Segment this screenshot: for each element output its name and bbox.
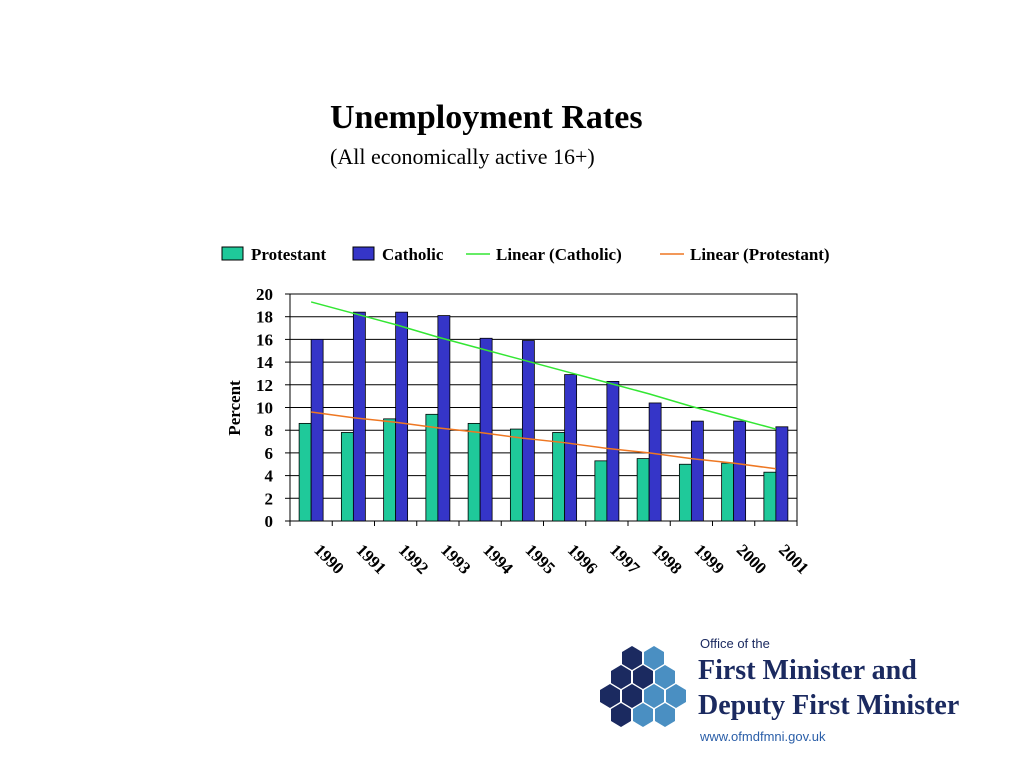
- bar: [690, 420, 704, 522]
- x-tick-label: 1995: [522, 540, 559, 577]
- bar: [395, 311, 409, 522]
- bar: [298, 422, 312, 522]
- bar: [352, 311, 366, 522]
- y-tick-label: 14: [256, 353, 274, 372]
- bar: [648, 402, 662, 522]
- y-tick-label: 16: [256, 330, 273, 349]
- y-tick-label: 4: [265, 467, 274, 486]
- bar: [340, 432, 354, 522]
- x-tick-label: 1999: [691, 540, 728, 577]
- bar: [636, 458, 650, 522]
- y-tick-label: 18: [256, 308, 273, 327]
- x-tick-label: 1992: [395, 540, 432, 577]
- bar: [733, 420, 747, 522]
- x-tick-label: 1998: [648, 540, 685, 577]
- legend-label: Linear (Protestant): [690, 245, 830, 264]
- chart-subtitle: (All economically active 16+): [330, 144, 595, 169]
- bar: [310, 338, 324, 522]
- logo-text: Office of the: [700, 636, 770, 651]
- x-tick-label: 1994: [479, 540, 517, 578]
- legend-label: Linear (Catholic): [496, 245, 622, 264]
- bar: [552, 432, 566, 522]
- legend-swatch: [221, 246, 244, 261]
- logo-text: First Minister and: [698, 655, 917, 686]
- bar: [467, 422, 481, 522]
- bar: [509, 428, 523, 522]
- logo-url: www.ofmdfmni.gov.uk: [699, 729, 826, 744]
- bar: [678, 463, 692, 522]
- x-tick-label: 1990: [310, 540, 347, 577]
- x-tick-label: 1991: [353, 540, 390, 577]
- y-tick-label: 12: [256, 376, 273, 395]
- x-tick-label: 2001: [775, 540, 812, 577]
- y-tick-label: 8: [265, 421, 274, 440]
- logo-mark: [600, 646, 686, 727]
- bar: [721, 462, 735, 522]
- x-tick-label: 1993: [437, 540, 474, 577]
- bar: [775, 426, 789, 522]
- bar: [594, 460, 608, 522]
- y-tick-label: 2: [265, 489, 274, 508]
- bar: [763, 471, 777, 522]
- x-tick-label: 1996: [564, 540, 601, 577]
- chart-title: Unemployment Rates: [330, 99, 643, 136]
- y-tick-label: 20: [256, 285, 273, 304]
- x-tick-label: 1997: [606, 540, 644, 578]
- bar: [479, 337, 493, 522]
- y-tick-label: 10: [256, 399, 273, 418]
- bar: [606, 380, 620, 522]
- y-tick-label: 0: [265, 512, 274, 531]
- legend-label: Protestant: [251, 245, 327, 264]
- bar: [521, 340, 535, 522]
- bar: [425, 413, 439, 522]
- legend-swatch: [352, 246, 375, 261]
- trend-line: [311, 411, 776, 470]
- bar: [437, 315, 451, 522]
- bar: [564, 374, 578, 522]
- legend-label: Catholic: [382, 245, 444, 264]
- logo-text: Deputy First Minister: [698, 690, 959, 721]
- x-tick-label: 2000: [733, 540, 770, 577]
- y-axis-label: Percent: [225, 380, 244, 436]
- bar: [383, 418, 397, 522]
- y-tick-label: 6: [265, 444, 274, 463]
- trend-line: [310, 301, 777, 430]
